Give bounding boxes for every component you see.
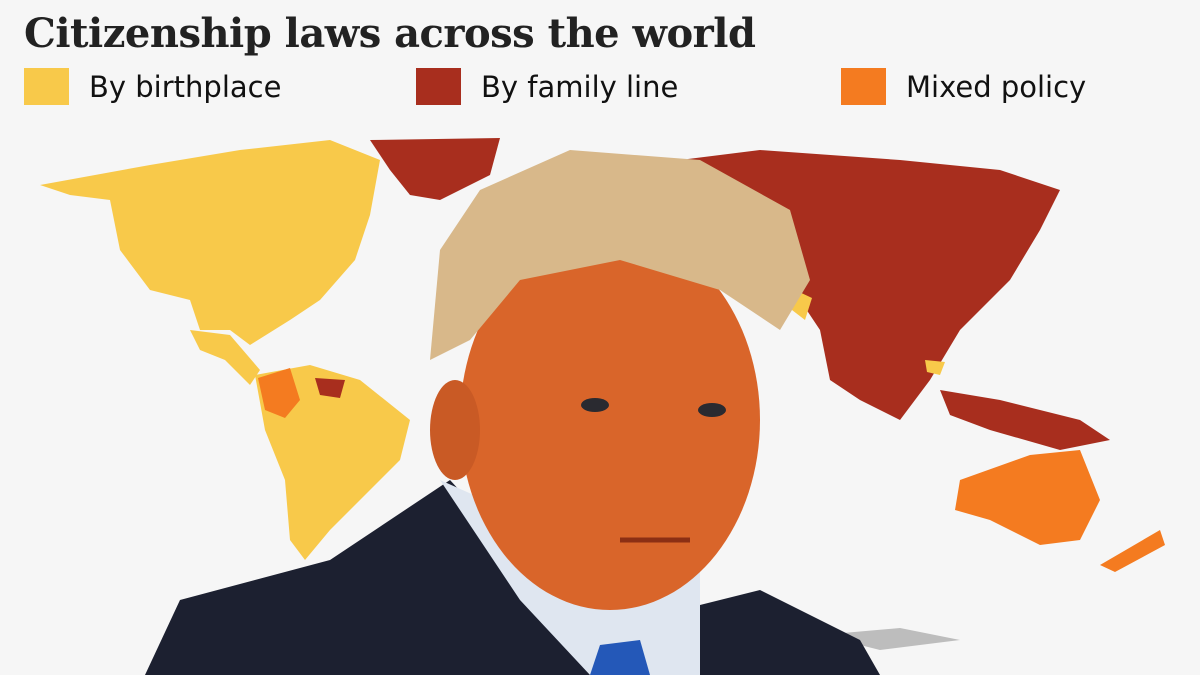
region-new-zealand [1100,530,1165,572]
eye-left [581,398,609,412]
region-central-america [190,330,260,385]
region-south-america [255,365,410,560]
face [460,230,760,610]
eye-right [698,403,726,417]
ear [430,380,480,480]
map-title: Citizenship laws across the world [24,10,756,57]
legend-swatch [841,68,886,105]
legend-item-birthplace: By birthplace [24,68,281,105]
legend-swatch [416,68,461,105]
legend-item-family-line: By family line [416,68,678,105]
legend-label: By birthplace [89,69,282,104]
tie [590,640,650,675]
legend-label: By family line [481,69,679,104]
legend-item-mixed: Mixed policy [841,68,1086,105]
region-colombia [258,368,300,418]
region-antarctica [820,628,960,650]
region-guianas [315,378,345,398]
region-southeast-asia [940,390,1110,450]
legend-label: Mixed policy [906,69,1087,104]
region-greenland [370,138,500,200]
region-australia [955,450,1100,545]
legend-swatch [24,68,69,105]
hair [430,150,810,360]
region-cambodia [925,360,945,375]
portrait-photo [145,150,880,675]
region-north-america [40,140,380,345]
